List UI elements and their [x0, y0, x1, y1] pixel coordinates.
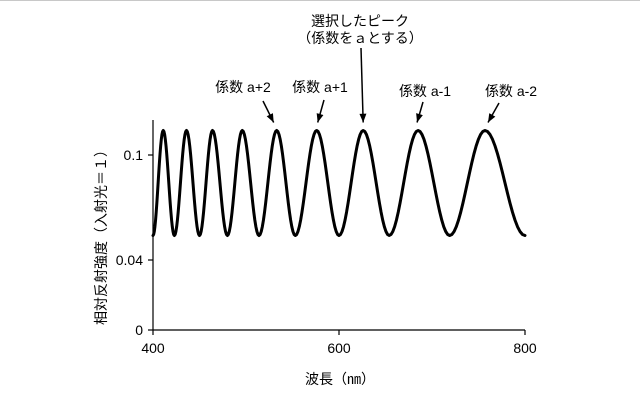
annotation-arrow — [361, 48, 363, 123]
y-axis-label: 相対反射強度（入射光＝１） — [93, 143, 109, 325]
annotation-coef-minus-1: 係数 a-1 — [399, 83, 451, 123]
y-tick-labels: 0 0.04 0.1 — [116, 147, 143, 338]
annotation-label: （係数をａとする） — [297, 30, 423, 46]
annotation-selected-peak: 選択したピーク （係数をａとする） — [297, 13, 423, 123]
y-tick-label: 0.04 — [116, 252, 143, 268]
annotation-label: 係数 a-1 — [399, 83, 451, 99]
annotation-label: 選択したピーク — [311, 13, 409, 29]
annotation-label: 係数 a-2 — [485, 83, 537, 99]
annotation-label: 係数 a+1 — [292, 79, 348, 95]
annotation-arrow — [318, 100, 324, 123]
x-tick-label: 800 — [513, 340, 537, 356]
y-tick-label: 0.1 — [124, 147, 144, 163]
annotation-arrow — [263, 101, 274, 123]
x-tick-label: 400 — [141, 340, 165, 356]
annotation-coef-plus-1: 係数 a+1 — [292, 79, 348, 123]
x-tick-label: 600 — [327, 340, 351, 356]
x-axis-label: 波長（㎚） — [305, 371, 375, 387]
series-line — [153, 131, 525, 236]
annotation-coef-plus-2: 係数 a+2 — [215, 79, 274, 123]
x-tick-labels: 400 600 800 — [141, 340, 537, 356]
y-tick-label: 0 — [135, 322, 143, 338]
annotation-coef-minus-2: 係数 a-2 — [485, 83, 537, 123]
annotation-arrow — [488, 103, 499, 123]
annotation-label: 係数 a+2 — [215, 79, 271, 95]
annotation-arrow — [417, 102, 423, 123]
